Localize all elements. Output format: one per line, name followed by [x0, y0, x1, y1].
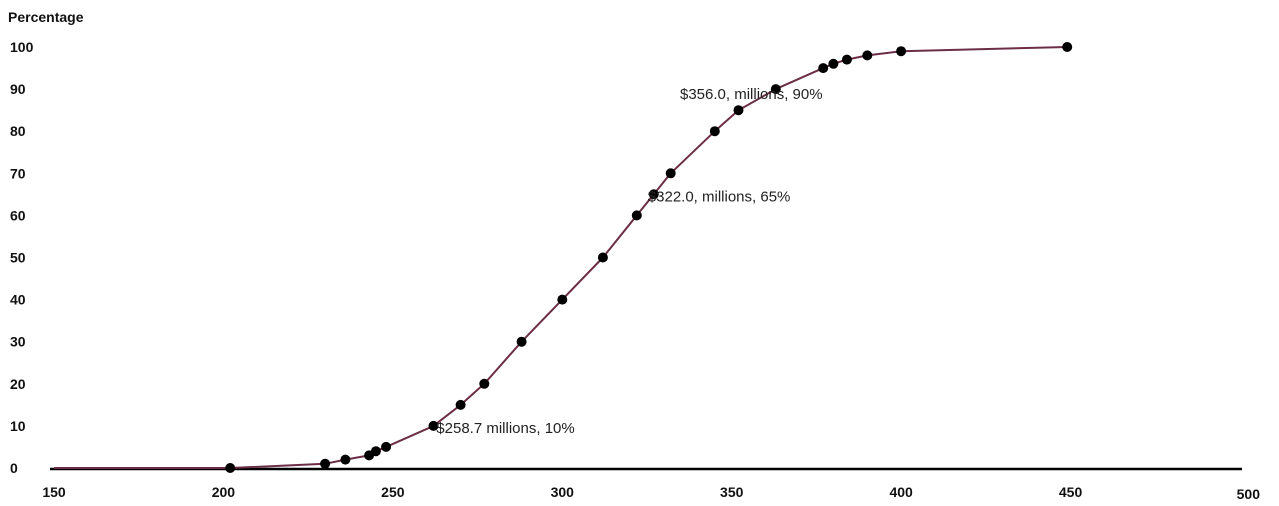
x-tick-label: 500: [1237, 486, 1261, 502]
x-tick-label: 200: [212, 484, 236, 500]
data-point: [479, 378, 490, 389]
x-tick-label: 250: [381, 484, 405, 500]
data-point: [597, 252, 608, 263]
data-point: [770, 84, 781, 95]
data-point: [862, 50, 873, 61]
data-point: [631, 210, 642, 221]
x-tick-label: 450: [1059, 484, 1083, 500]
data-point: [841, 54, 852, 65]
data-annotation: $356.0, millions, 90%: [680, 86, 823, 103]
data-point: [455, 399, 466, 410]
data-point: [428, 420, 439, 431]
data-annotation: $258.7 millions, 10%: [436, 420, 574, 437]
y-axis-title: Percentage: [8, 9, 84, 25]
y-tick-label: 0: [10, 460, 18, 476]
y-tick-label: 30: [10, 334, 26, 350]
series-layer: [54, 42, 1073, 473]
y-tick-label: 60: [10, 207, 26, 223]
x-tick-label: 150: [42, 484, 66, 500]
data-point: [896, 46, 907, 57]
y-tick-label: 50: [10, 250, 26, 266]
data-point: [733, 105, 744, 116]
data-point: [340, 454, 351, 465]
data-point: [320, 458, 331, 469]
data-point: [828, 58, 839, 69]
data-point: [557, 294, 568, 305]
series-line: [54, 46, 1068, 469]
x-axis-ticks: 150 200 250 300 350 400 450 500: [42, 484, 1260, 502]
data-point: [818, 63, 829, 74]
y-axis-ticks: 0 10 20 30 40 50 60 70 80 90 100: [10, 39, 34, 476]
y-tick-label: 90: [10, 81, 26, 97]
data-point: [225, 463, 236, 473]
data-point: [648, 189, 659, 200]
data-point: [381, 441, 392, 452]
data-point: [370, 446, 381, 457]
x-tick-label: 400: [889, 484, 913, 500]
y-tick-label: 10: [10, 418, 26, 434]
data-point: [1062, 42, 1073, 52]
y-tick-label: 40: [10, 292, 26, 308]
x-tick-label: 350: [720, 484, 744, 500]
y-tick-label: 80: [10, 123, 26, 139]
y-tick-label: 100: [10, 39, 34, 55]
data-point: [516, 336, 527, 347]
data-point: [709, 126, 720, 137]
data-annotation: $322.0, millions, 65%: [648, 188, 791, 205]
annotation-layer: $258.7 millions, 10% $322.0, millions, 65…: [436, 86, 822, 437]
x-tick-label: 300: [551, 484, 575, 500]
y-tick-label: 20: [10, 376, 26, 392]
data-point: [665, 168, 676, 179]
y-tick-label: 70: [10, 165, 26, 181]
